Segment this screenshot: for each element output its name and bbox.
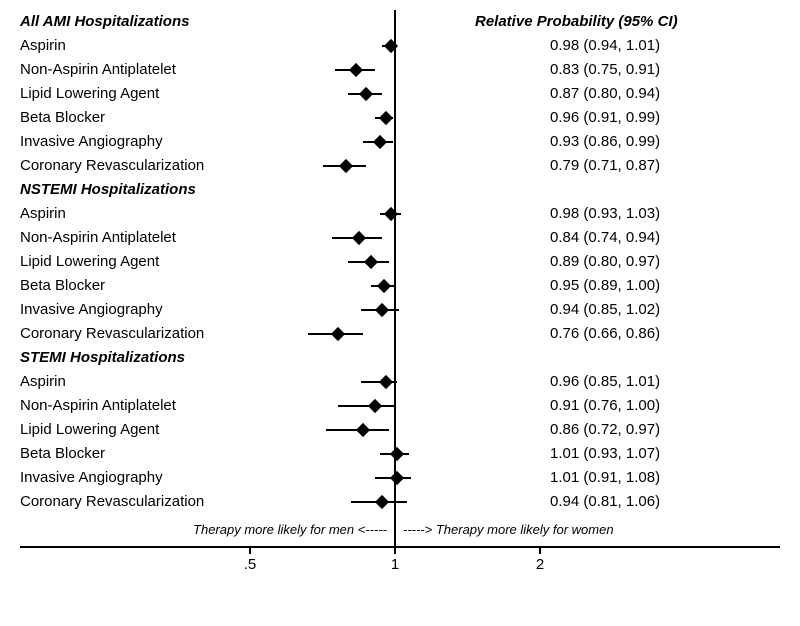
data-row: Lipid Lowering Agent 0.87 (0.80, 0.94) xyxy=(20,82,780,106)
point-estimate-marker xyxy=(331,327,345,341)
data-row: Non-Aspirin Antiplatelet 0.83 (0.75, 0.91… xyxy=(20,58,780,82)
row-ci-text: 0.98 (0.94, 1.01) xyxy=(550,34,660,58)
row-ci-text: 0.76 (0.66, 0.86) xyxy=(550,322,660,346)
row-label: Beta Blocker xyxy=(20,274,105,298)
row-label: Coronary Revascularization xyxy=(20,490,204,514)
row-label: Beta Blocker xyxy=(20,442,105,466)
group-header: NSTEMI Hospitalizations xyxy=(20,178,780,202)
x-axis-line xyxy=(20,546,780,548)
data-row: Invasive Angiography 1.01 (0.91, 1.08) xyxy=(20,466,780,490)
row-label: Non-Aspirin Antiplatelet xyxy=(20,394,176,418)
x-tick xyxy=(539,546,541,554)
data-row: Invasive Angiography 0.94 (0.85, 1.02) xyxy=(20,298,780,322)
point-estimate-marker xyxy=(359,87,373,101)
row-ci-text: 0.93 (0.86, 0.99) xyxy=(550,130,660,154)
data-row: Non-Aspirin Antiplatelet 0.84 (0.74, 0.94… xyxy=(20,226,780,250)
row-ci-text: 0.96 (0.85, 1.01) xyxy=(550,370,660,394)
point-estimate-marker xyxy=(364,255,378,269)
row-label: Non-Aspirin Antiplatelet xyxy=(20,226,176,250)
row-ci-text: 0.94 (0.85, 1.02) xyxy=(550,298,660,322)
row-label: Beta Blocker xyxy=(20,106,105,130)
row-ci-text: 0.83 (0.75, 0.91) xyxy=(550,58,660,82)
point-estimate-marker xyxy=(390,471,404,485)
footer-left: Therapy more likely for men <----- xyxy=(193,522,387,537)
x-tick xyxy=(394,546,396,554)
point-estimate-marker xyxy=(379,375,393,389)
data-row: Aspirin 0.98 (0.93, 1.03) xyxy=(20,202,780,226)
row-label: Non-Aspirin Antiplatelet xyxy=(20,58,176,82)
data-row: Coronary Revascularization 0.76 (0.66, 0.… xyxy=(20,322,780,346)
row-ci-text: 0.86 (0.72, 0.97) xyxy=(550,418,660,442)
row-label: Aspirin xyxy=(20,34,66,58)
group-title: All AMI Hospitalizations xyxy=(20,10,189,34)
data-row: Lipid Lowering Agent 0.86 (0.72, 0.97) xyxy=(20,418,780,442)
row-label: Invasive Angiography xyxy=(20,466,163,490)
row-ci-text: 1.01 (0.91, 1.08) xyxy=(550,466,660,490)
reference-line xyxy=(394,10,396,546)
data-row: Non-Aspirin Antiplatelet 0.91 (0.76, 1.00… xyxy=(20,394,780,418)
row-label: Lipid Lowering Agent xyxy=(20,418,159,442)
point-estimate-marker xyxy=(368,399,382,413)
data-row: Beta Blocker 0.95 (0.89, 1.00) xyxy=(20,274,780,298)
row-ci-text: 0.79 (0.71, 0.87) xyxy=(550,154,660,178)
point-estimate-marker xyxy=(351,231,365,245)
row-label: Aspirin xyxy=(20,202,66,226)
group-title: NSTEMI Hospitalizations xyxy=(20,178,196,202)
x-tick-label: 1 xyxy=(391,556,399,573)
point-estimate-marker xyxy=(356,423,370,437)
point-estimate-marker xyxy=(373,135,387,149)
x-tick-label: 2 xyxy=(536,556,544,573)
row-ci-text: 0.95 (0.89, 1.00) xyxy=(550,274,660,298)
data-row: Lipid Lowering Agent 0.89 (0.80, 0.97) xyxy=(20,250,780,274)
row-ci-text: 0.98 (0.93, 1.03) xyxy=(550,202,660,226)
plot-area: Relative Probability (95% CI)All AMI Hos… xyxy=(20,10,780,565)
point-estimate-marker xyxy=(379,111,393,125)
forest-plot: Relative Probability (95% CI)All AMI Hos… xyxy=(0,0,800,626)
group-header: All AMI Hospitalizations xyxy=(20,10,780,34)
row-ci-text: 1.01 (0.93, 1.07) xyxy=(550,442,660,466)
point-estimate-marker xyxy=(339,159,353,173)
row-ci-text: 0.84 (0.74, 0.94) xyxy=(550,226,660,250)
row-ci-text: 0.94 (0.81, 1.06) xyxy=(550,490,660,514)
point-estimate-marker xyxy=(390,447,404,461)
x-tick xyxy=(249,546,251,554)
row-ci-text: 0.87 (0.80, 0.94) xyxy=(550,82,660,106)
row-label: Invasive Angiography xyxy=(20,130,163,154)
x-tick-label: .5 xyxy=(244,556,257,573)
point-estimate-marker xyxy=(377,279,391,293)
row-ci-text: 0.91 (0.76, 1.00) xyxy=(550,394,660,418)
row-label: Aspirin xyxy=(20,370,66,394)
data-row: Beta Blocker 1.01 (0.93, 1.07) xyxy=(20,442,780,466)
row-ci-text: 0.96 (0.91, 0.99) xyxy=(550,106,660,130)
footer-right: -----> Therapy more likely for women xyxy=(403,522,614,537)
row-label: Lipid Lowering Agent xyxy=(20,250,159,274)
data-row: Coronary Revascularization 0.94 (0.81, 1.… xyxy=(20,490,780,514)
row-label: Invasive Angiography xyxy=(20,298,163,322)
group-header: STEMI Hospitalizations xyxy=(20,346,780,370)
data-row: Beta Blocker 0.96 (0.91, 0.99) xyxy=(20,106,780,130)
data-row: Coronary Revascularization 0.79 (0.71, 0.… xyxy=(20,154,780,178)
row-label: Coronary Revascularization xyxy=(20,322,204,346)
point-estimate-marker xyxy=(349,63,363,77)
row-label: Lipid Lowering Agent xyxy=(20,82,159,106)
group-title: STEMI Hospitalizations xyxy=(20,346,185,370)
row-label: Coronary Revascularization xyxy=(20,154,204,178)
ci-whisker xyxy=(338,405,395,407)
point-estimate-marker xyxy=(375,303,389,317)
row-ci-text: 0.89 (0.80, 0.97) xyxy=(550,250,660,274)
data-row: Invasive Angiography 0.93 (0.86, 0.99) xyxy=(20,130,780,154)
point-estimate-marker xyxy=(375,495,389,509)
data-row: Aspirin 0.98 (0.94, 1.01) xyxy=(20,34,780,58)
data-row: Aspirin 0.96 (0.85, 1.01) xyxy=(20,370,780,394)
